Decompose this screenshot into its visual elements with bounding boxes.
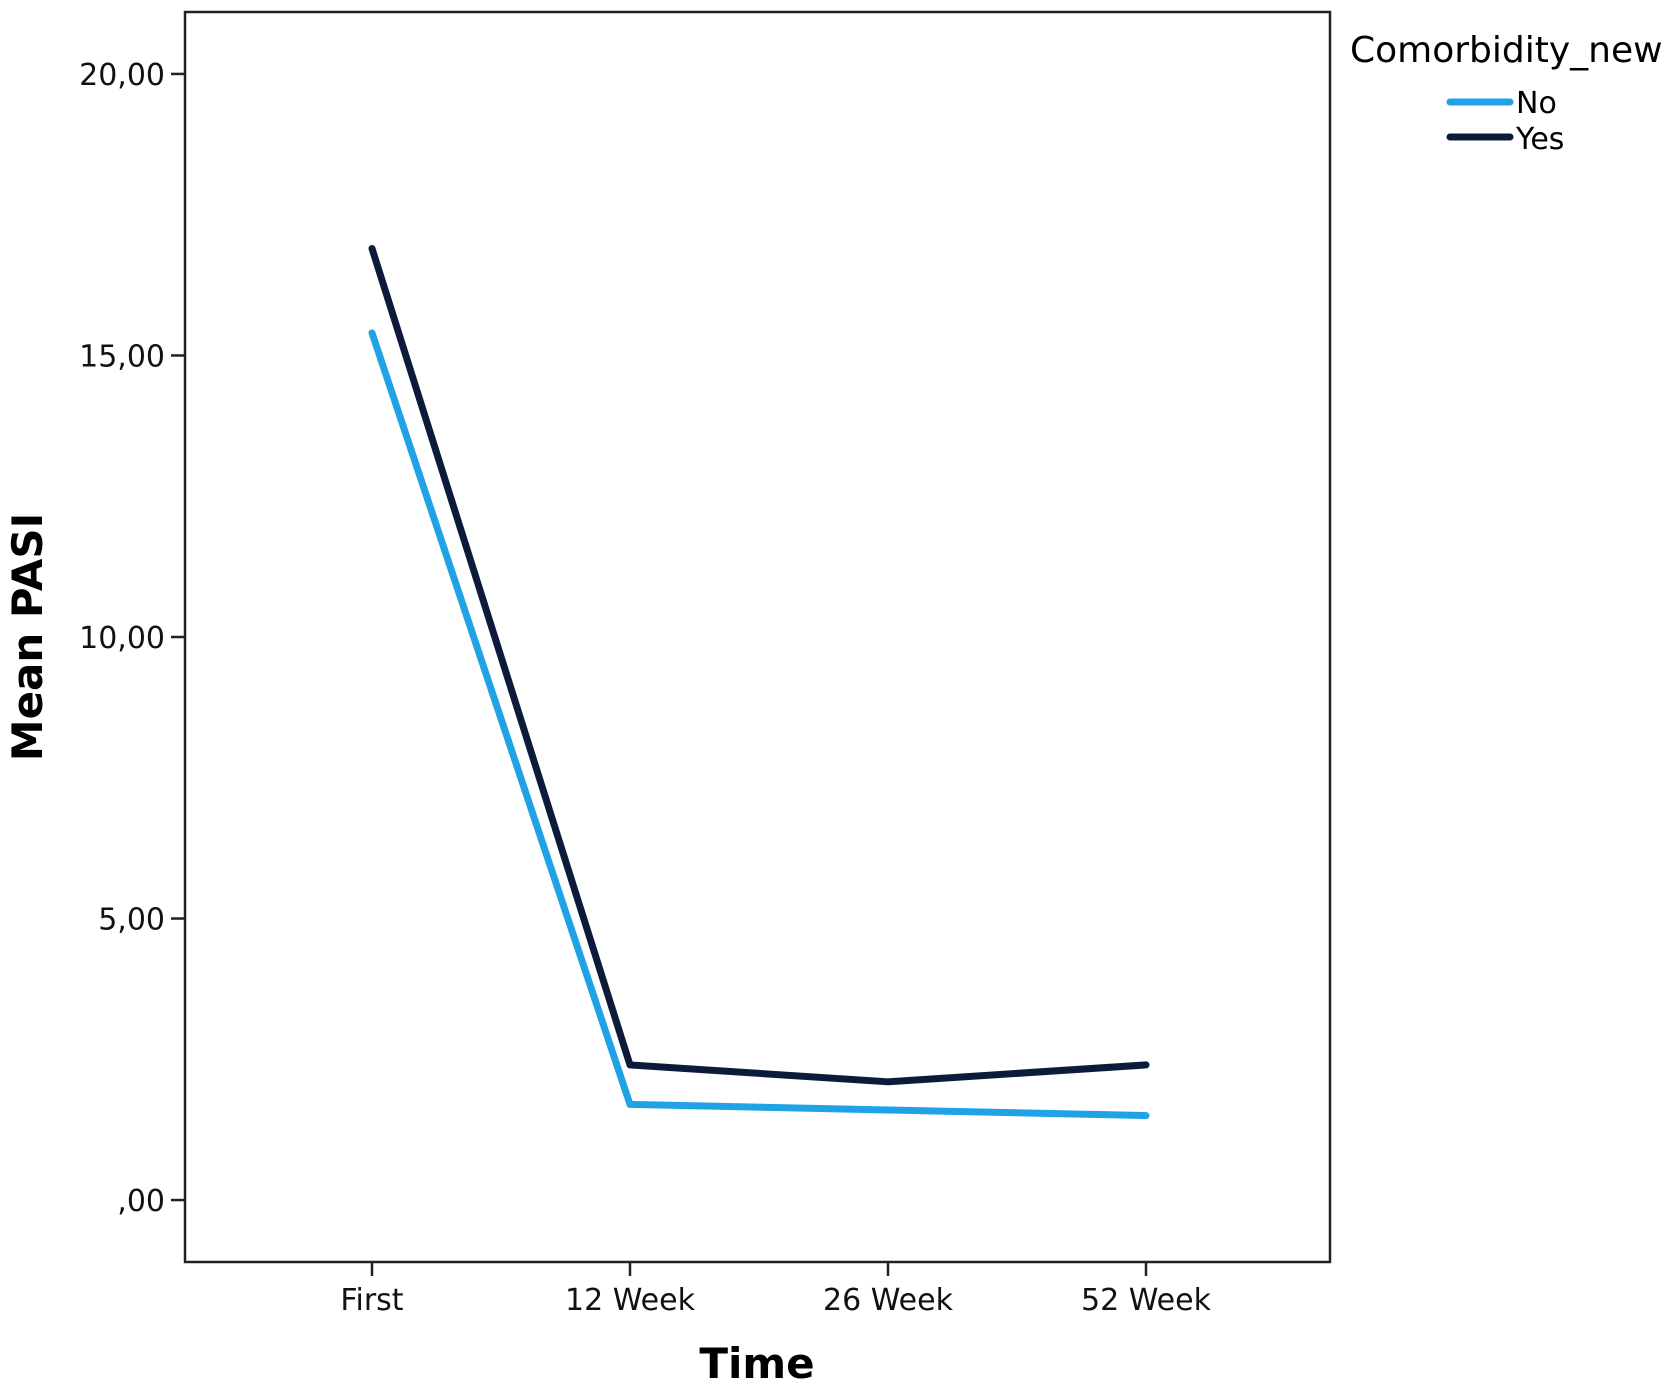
y-axis: ,00 5,00 10,00 15,00 20,00	[79, 58, 185, 1219]
y-tick-label: 15,00	[79, 339, 165, 374]
x-tick-label: First	[340, 1283, 403, 1318]
y-tick-label: 10,00	[79, 621, 165, 656]
legend-label-yes: Yes	[1515, 122, 1564, 157]
series-line-yes	[368, 244, 1150, 1086]
y-tick-label: 20,00	[79, 58, 165, 93]
x-tick-label: 26 Week	[823, 1283, 954, 1318]
legend-title: Comorbidity_new	[1350, 30, 1663, 71]
x-axis: First 12 Week 26 Week 52 Week	[340, 1262, 1212, 1318]
legend: Comorbidity_new No Yes	[1350, 30, 1663, 157]
y-axis-title: Mean PASI	[3, 513, 52, 761]
x-tick-label: 12 Week	[565, 1283, 696, 1318]
y-tick-label: ,00	[117, 1184, 165, 1219]
x-axis-title: Time	[699, 1339, 814, 1384]
legend-label-no: No	[1516, 86, 1557, 121]
plot-frame	[183, 10, 1332, 1264]
x-tick-label: 52 Week	[1081, 1283, 1212, 1318]
series-line-no	[368, 329, 1150, 1120]
y-tick-label: 5,00	[98, 903, 165, 938]
series-lines	[368, 244, 1150, 1120]
